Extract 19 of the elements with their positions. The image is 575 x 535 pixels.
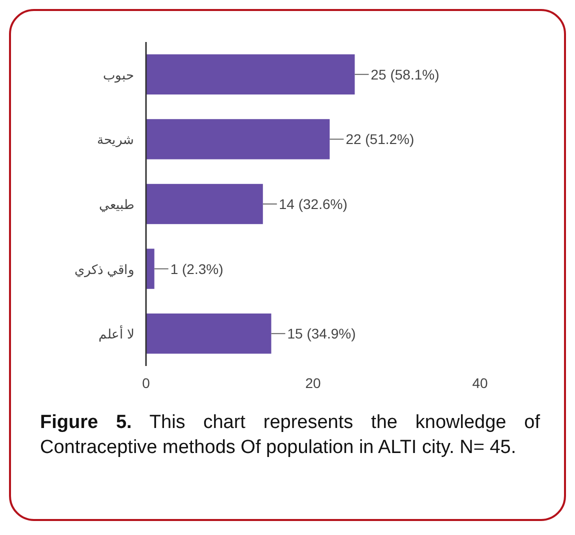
y-tick-label: حبوب <box>103 67 134 84</box>
bar <box>146 184 263 224</box>
data-label: 22 (51.2%) <box>346 131 414 148</box>
bar <box>146 248 154 289</box>
x-tick-label: 40 <box>472 375 488 391</box>
data-label: 25 (58.1%) <box>370 66 440 82</box>
y-tick-label: لا أعلم <box>98 326 134 343</box>
bar <box>146 54 355 94</box>
caption: Figure 5. This chart represents the knowledge of Contraceptive methods Of population in ALTI city. N= 45. <box>40 411 540 460</box>
bar <box>146 119 330 160</box>
x-tick-label: 20 <box>305 375 321 391</box>
data-label: 14 (32.6%) <box>278 196 348 212</box>
x-tick-label: 0 <box>142 375 150 391</box>
bar <box>146 314 272 354</box>
data-label: 15 (34.9%) <box>287 326 356 342</box>
y-tick-label: طبيعي <box>99 197 134 212</box>
y-tick-label: شريحة <box>97 132 134 148</box>
data-label: 1 (2.3%) <box>170 260 224 277</box>
y-tick-label: واقي ذكري <box>74 262 134 278</box>
